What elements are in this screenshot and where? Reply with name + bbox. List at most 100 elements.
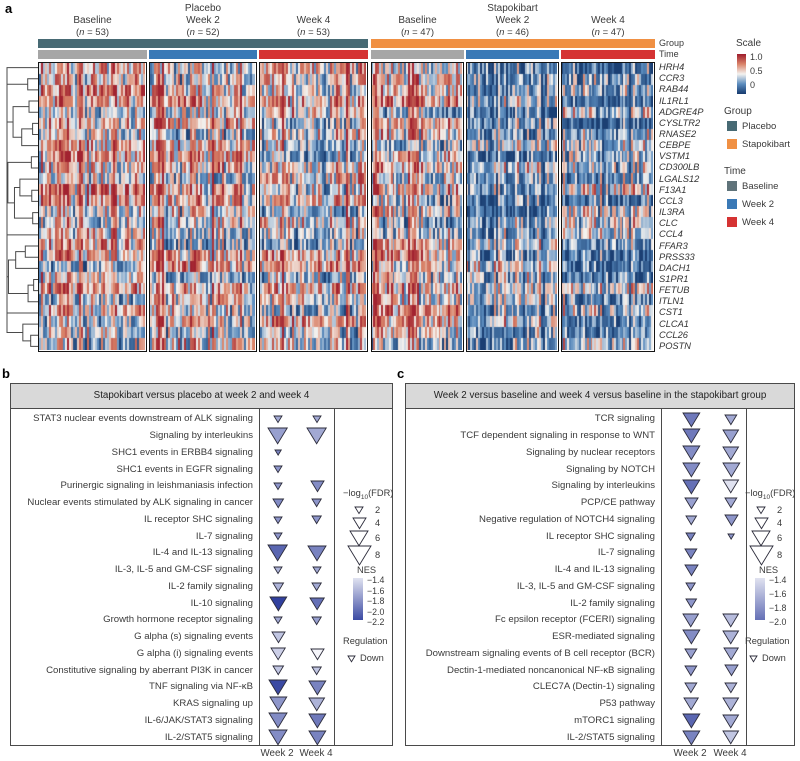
heatmap-block: [38, 62, 147, 352]
fdr-size-label: 6: [777, 533, 783, 543]
sample-count-label: (n = 47): [400, 27, 435, 38]
nes-tick-label: −1.8: [367, 596, 385, 606]
gene-label: ADGRE4P: [659, 106, 704, 117]
pathway-label: IL-2/STAT5 signaling: [164, 731, 253, 743]
pathway-label: P53 pathway: [599, 698, 655, 710]
sample-count-label: (n = 47): [591, 27, 625, 38]
panel-c-label: c: [397, 366, 405, 381]
nes-triangle-icon: [268, 679, 288, 696]
pathway-label: STAT3 nuclear events downstream of ALK s…: [33, 413, 253, 425]
heatmap-block-canvas: [260, 63, 366, 350]
nes-triangle-icon: [307, 545, 327, 562]
pathway-label: IL-4 and IL-13 signaling: [152, 547, 253, 559]
nes-triangle-icon: [684, 665, 698, 677]
nes-triangle-icon: [273, 465, 283, 474]
gene-label: F13A1: [659, 184, 687, 195]
nes-triangle-icon: [273, 566, 283, 575]
nes-colorbar: [755, 578, 765, 620]
heatmap-block-canvas: [39, 63, 145, 350]
nes-triangle-icon: [270, 631, 286, 644]
panel-a-label: a: [5, 1, 13, 16]
legend-label: Baseline: [742, 181, 779, 192]
nes-triangle-icon: [748, 545, 774, 566]
gene-label: CYSLTR2: [659, 117, 701, 128]
gene-label: CLCA1: [659, 318, 689, 329]
nes-triangle-icon: [267, 545, 289, 563]
column-divider: [259, 409, 260, 745]
nes-triangle-icon: [685, 532, 697, 542]
pathway-label: IL-3, IL-5 and GM-CSF signaling: [114, 564, 253, 576]
nes-triangle-icon: [683, 564, 699, 577]
dendrogram-branch: [19, 178, 38, 197]
nes-triangle-icon: [354, 506, 364, 515]
nes-triangle-icon: [271, 498, 285, 509]
gene-label: CCL4: [659, 229, 683, 240]
nes-triangle-icon: [307, 680, 327, 696]
pathway-label: CLEC7A (Dectin-1) signaling: [532, 681, 655, 693]
gene-label: CLC: [659, 218, 678, 229]
dendrogram-branch: [7, 259, 29, 294]
nes-triangle-icon: [722, 479, 740, 494]
nes-triangle-icon: [311, 515, 323, 525]
panel-b: Stapokibart versus placebo at week 2 and…: [10, 383, 393, 746]
dendrogram-branch: [27, 284, 38, 303]
pathway-label: Growth hormone receptor signaling: [103, 614, 253, 626]
nes-triangle-icon: [681, 412, 701, 428]
nes-triangle-icon: [724, 414, 738, 426]
gene-label: LGALS12: [659, 173, 700, 184]
pathway-label: IL-7 signaling: [597, 547, 655, 559]
pathway-label: IL-3, IL-5 and GM-CSF signaling: [516, 580, 655, 592]
nes-triangle-icon: [756, 506, 766, 515]
pathway-label: Downstream signaling events of B cell re…: [425, 647, 655, 659]
fdr-size-label: 6: [375, 533, 381, 543]
pathway-label: IL-10 signaling: [190, 597, 253, 609]
nes-tick-label: −2.0: [769, 617, 787, 627]
pathway-label: Signaling by nuclear receptors: [525, 446, 655, 458]
time-legend-title: Time: [724, 166, 746, 177]
nes-tick-label: −2.0: [367, 606, 385, 617]
time-bar-segment: [149, 50, 257, 59]
scale-tick-label: 0: [750, 80, 756, 90]
pathway-label: G alpha (s) signaling events: [134, 631, 253, 643]
pathway-label: Fc epsilon receptor (FCERI) signaling: [495, 614, 655, 626]
nes-triangle-icon: [307, 730, 327, 746]
gene-label: CCR3: [659, 73, 685, 84]
nes-triangle-icon: [681, 629, 701, 645]
group-legend-title: Group: [724, 106, 752, 117]
nes-triangle-icon: [273, 482, 283, 491]
scale-tick-label: 0.5: [750, 66, 763, 76]
panel-c: Week 2 versus baseline and week 4 versus…: [405, 383, 795, 746]
sample-count-label: (n = 53): [296, 27, 331, 38]
nes-triangle-icon: [268, 696, 288, 712]
gene-label: RNASE2: [659, 129, 697, 139]
nes-triangle-icon: [271, 665, 285, 676]
time-point-label: Week 4: [591, 15, 625, 26]
fdr-size-label: 8: [777, 550, 783, 560]
scale-legend-title: Scale: [736, 38, 762, 49]
group-name-label: Placebo: [184, 3, 222, 14]
nes-triangle-icon: [683, 497, 699, 510]
nes-legend-title: NES: [357, 565, 377, 575]
heatmap-block: [371, 62, 464, 352]
dendrogram: [6, 67, 38, 347]
bar-caption: Time: [659, 49, 679, 59]
nes-triangle-icon: [308, 697, 326, 712]
nes-triangle-icon: [273, 616, 283, 625]
time-bar-segment: [466, 50, 559, 59]
panel-b-week2-axis-label: Week 2: [260, 748, 294, 759]
dendrogram-branch: [13, 186, 33, 219]
heatmap-block-canvas: [372, 63, 462, 350]
nes-triangle-icon: [311, 616, 323, 626]
regulation-legend-title: Regulation: [745, 636, 790, 646]
sample-count-label: (n = 53): [75, 27, 110, 38]
dendrogram-branch: [28, 100, 38, 113]
time-point-label: Baseline: [398, 15, 437, 26]
nes-triangle-icon: [306, 427, 328, 445]
dendrogram-branch: [30, 156, 38, 169]
sample-count-label: (n = 52): [186, 27, 220, 38]
legend-swatch: [727, 199, 737, 209]
nes-triangle-icon: [723, 647, 739, 661]
group-bar-segment: [38, 39, 368, 48]
nes-triangle-icon: [681, 445, 701, 461]
